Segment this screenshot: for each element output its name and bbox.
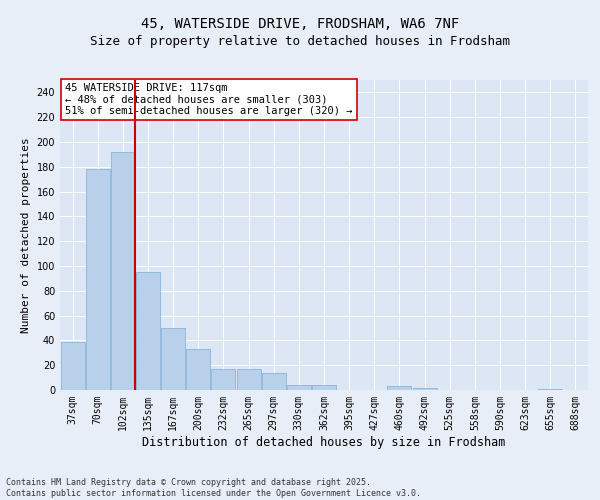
Text: 45, WATERSIDE DRIVE, FRODSHAM, WA6 7NF: 45, WATERSIDE DRIVE, FRODSHAM, WA6 7NF <box>141 18 459 32</box>
Bar <box>161 328 185 390</box>
Bar <box>211 369 235 390</box>
Text: Size of property relative to detached houses in Frodsham: Size of property relative to detached ho… <box>90 35 510 48</box>
Bar <box>136 272 160 390</box>
X-axis label: Distribution of detached houses by size in Frodsham: Distribution of detached houses by size … <box>142 436 506 448</box>
Bar <box>388 386 412 390</box>
Bar <box>111 152 135 390</box>
Text: Contains HM Land Registry data © Crown copyright and database right 2025.
Contai: Contains HM Land Registry data © Crown c… <box>6 478 421 498</box>
Y-axis label: Number of detached properties: Number of detached properties <box>21 137 31 333</box>
Bar <box>538 389 562 390</box>
Bar <box>413 388 437 390</box>
Bar <box>61 342 85 390</box>
Bar <box>287 385 311 390</box>
Bar <box>262 372 286 390</box>
Bar <box>187 349 210 390</box>
Text: 45 WATERSIDE DRIVE: 117sqm
← 48% of detached houses are smaller (303)
51% of sem: 45 WATERSIDE DRIVE: 117sqm ← 48% of deta… <box>65 83 353 116</box>
Bar <box>236 369 260 390</box>
Bar <box>86 170 110 390</box>
Bar <box>312 385 336 390</box>
